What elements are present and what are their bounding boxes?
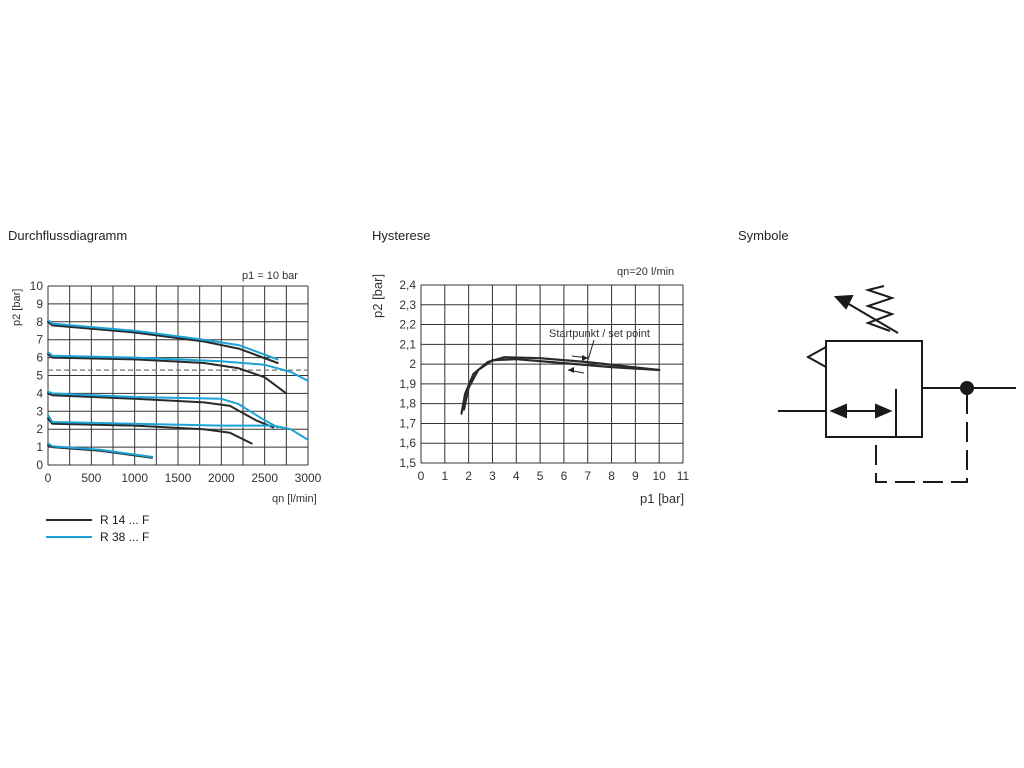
flow-y-axis-label: p2 [bar] [11, 289, 23, 326]
x-tick-label: 10 [653, 469, 667, 483]
x-tick-label: 9 [632, 469, 639, 483]
adjustable-arrow [841, 299, 899, 334]
increase-arrow-head [582, 355, 588, 361]
series-line-r38 [47, 351, 309, 382]
legend-entry-r38: R 38 ... F [46, 528, 149, 545]
flow-series [47, 319, 309, 459]
hysteresis-annotation: qn=20 l/min [617, 266, 674, 278]
pilot-triangle [805, 346, 827, 368]
x-tick-label: 8 [608, 469, 615, 483]
series-line-r38 [47, 390, 279, 429]
x-tick-label: 5 [537, 469, 544, 483]
x-tick-label: 1000 [121, 471, 148, 485]
symbol-caption: Symbole [738, 228, 789, 243]
spring-symbol [864, 285, 896, 332]
flow-diagram-caption: Durchflussdiagramm [8, 228, 128, 243]
x-tick-label: 7 [584, 469, 591, 483]
y-tick-label: 5 [36, 369, 43, 383]
pilot-line-dashed [875, 394, 968, 483]
y-tick-label: 3 [36, 404, 43, 418]
flow-legend: R 14 ... F R 38 ... F [46, 511, 149, 545]
flow-chart: 0 500 1000 1500 2000 2500 3000 0 1 2 3 4 5 6 7 8 9 10 p1 … [11, 270, 322, 505]
x-tick-label: 0 [45, 471, 52, 485]
y-tick-label: 2,3 [399, 298, 416, 312]
hysteresis-y-axis-label: p2 [bar] [370, 274, 385, 318]
hysteresis-caption: Hysterese [372, 228, 431, 243]
series-line-r14 [47, 353, 288, 395]
series-line-r14 [460, 356, 661, 415]
x-tick-label: 3 [489, 469, 496, 483]
set-point-label: Startpunkt / set point [549, 328, 650, 340]
y-tick-label: 2,2 [399, 318, 416, 332]
x-tick-label: 500 [81, 471, 101, 485]
hysteresis-x-axis-label: p1 [bar] [640, 491, 684, 506]
pressure-regulator-symbol [778, 285, 1016, 483]
y-tick-label: 2,1 [399, 337, 416, 351]
x-tick-label: 2 [465, 469, 472, 483]
flow-ticks: 0 500 1000 1500 2000 2500 3000 0 1 2 3 4 5 6 7 8 9 10 [30, 279, 322, 485]
series-line-r14 [47, 392, 275, 429]
y-tick-label: 8 [36, 315, 43, 329]
flow-x-axis-label: qn [l/min] [272, 493, 317, 505]
y-tick-label: 7 [36, 333, 43, 347]
x-tick-label: 11 [677, 469, 690, 483]
flow-arrow-right-head [875, 403, 893, 419]
valve-body [825, 340, 923, 438]
y-tick-label: 1,7 [399, 416, 416, 430]
legend-line-r38 [46, 535, 92, 538]
x-tick-label: 1 [441, 469, 448, 483]
x-tick-label: 2000 [208, 471, 235, 485]
x-tick-label: 6 [561, 469, 568, 483]
x-tick-label: 4 [513, 469, 520, 483]
x-tick-label: 2500 [251, 471, 278, 485]
y-tick-label: 1 [36, 440, 43, 454]
flow-grid [47, 285, 309, 466]
y-tick-label: 9 [36, 297, 43, 311]
y-tick-label: 6 [36, 351, 43, 365]
y-tick-label: 0 [36, 458, 43, 472]
series-line-r14 [47, 320, 279, 364]
hysteresis-series [460, 356, 661, 415]
flow-annotation: p1 = 10 bar [242, 270, 298, 282]
decrease-arrow-head [568, 367, 574, 373]
series-line-r14 [462, 358, 661, 411]
x-tick-label: 3000 [295, 471, 322, 485]
set-point-pointer [587, 339, 595, 361]
y-tick-label: 1,5 [399, 456, 416, 470]
y-tick-label: 2,4 [399, 278, 416, 292]
flow-arrow-left-head [829, 403, 847, 419]
hysteresis-chart: 0 1 2 3 4 5 6 7 8 9 10 11 1,5 1,6 1,7 1,8 1,9 2 2,1 2,2 2,3 2… [370, 266, 690, 506]
y-tick-label: 4 [36, 386, 43, 400]
series-line-r38 [47, 413, 309, 441]
series-line-r38 [47, 442, 153, 458]
y-tick-label: 10 [30, 279, 44, 293]
hysteresis-grid [420, 284, 684, 464]
y-tick-label: 2 [36, 422, 43, 436]
hysteresis-ticks: 0 1 2 3 4 5 6 7 8 9 10 11 1,5 1,6 1,7 1,8 1,9 2 2,1 2,2 2,3 2… [399, 278, 689, 483]
x-tick-label: 0 [418, 469, 425, 483]
legend-entry-r14: R 14 ... F [46, 511, 149, 528]
legend-label-r38: R 38 ... F [100, 529, 150, 544]
y-tick-label: 1,6 [399, 436, 416, 450]
y-tick-label: 2 [409, 357, 416, 371]
adjustable-arrow-head [833, 294, 854, 310]
legend-label-r14: R 14 ... F [100, 512, 150, 527]
y-tick-label: 1,8 [399, 397, 416, 411]
junction-dot [960, 381, 974, 395]
series-line-r14 [47, 417, 253, 445]
y-tick-label: 1,9 [399, 377, 416, 391]
x-tick-label: 1500 [165, 471, 192, 485]
legend-line-r14 [46, 518, 92, 521]
series-line-r38 [47, 319, 279, 361]
